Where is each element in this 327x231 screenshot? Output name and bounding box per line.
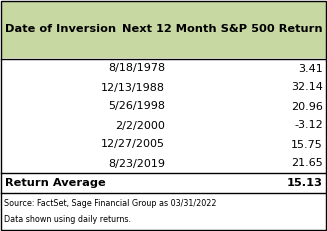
Text: Source: FactSet, Sage Financial Group as 03/31/2022: Source: FactSet, Sage Financial Group as…: [4, 199, 216, 208]
Text: 8/18/1978: 8/18/1978: [108, 64, 165, 73]
Text: 21.65: 21.65: [291, 158, 323, 168]
Text: 8/23/2019: 8/23/2019: [108, 158, 165, 168]
Text: 3.41: 3.41: [298, 64, 323, 73]
Text: Next 12 Month S&P 500 Return: Next 12 Month S&P 500 Return: [122, 24, 323, 34]
Text: -3.12: -3.12: [294, 121, 323, 131]
Text: Return Average: Return Average: [5, 178, 106, 188]
Text: 5/26/1998: 5/26/1998: [108, 101, 165, 112]
Text: Date of Inversion: Date of Inversion: [5, 24, 116, 34]
Text: 20.96: 20.96: [291, 101, 323, 112]
Text: 12/13/1988: 12/13/1988: [101, 82, 165, 92]
Bar: [1, 1, 326, 58]
Text: 32.14: 32.14: [291, 82, 323, 92]
Text: Data shown using daily returns.: Data shown using daily returns.: [4, 215, 131, 224]
Text: 15.75: 15.75: [291, 140, 323, 149]
Text: 15.13: 15.13: [287, 178, 323, 188]
Text: 12/27/2005: 12/27/2005: [101, 140, 165, 149]
Text: 2/2/2000: 2/2/2000: [115, 121, 165, 131]
